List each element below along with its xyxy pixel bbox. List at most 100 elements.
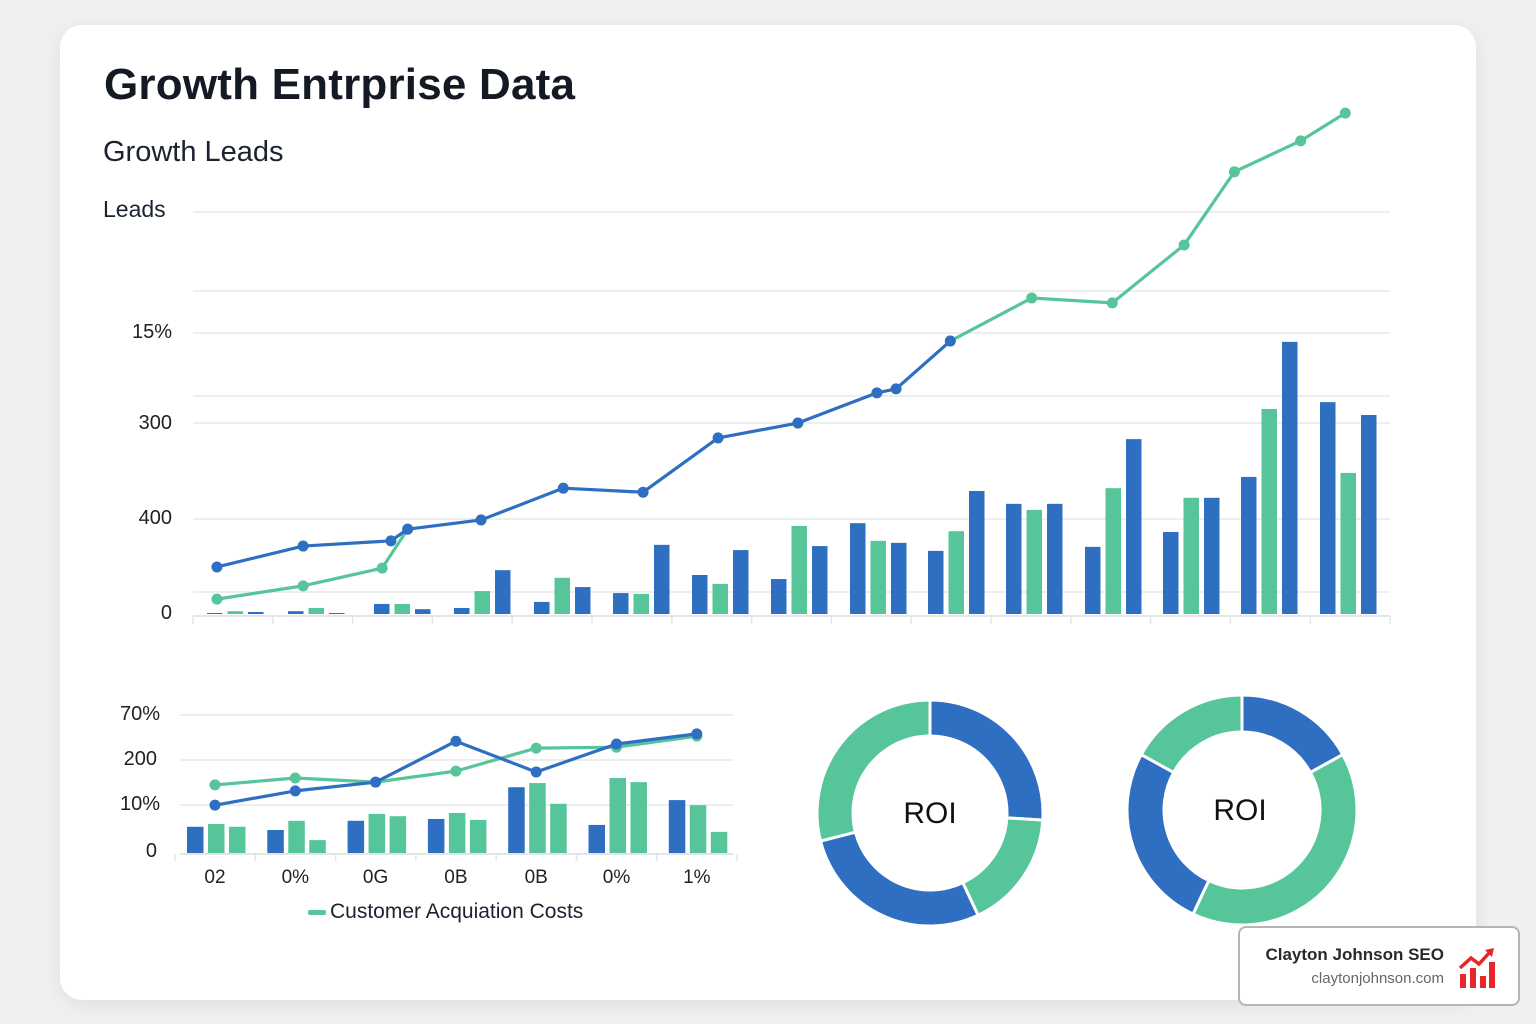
bar [227, 611, 243, 614]
bar [1085, 546, 1101, 614]
x-tick-label: 0% [602, 867, 631, 888]
bar [928, 550, 944, 614]
bar [415, 609, 431, 614]
bar [288, 820, 305, 853]
bar [609, 778, 626, 853]
green-point [450, 765, 462, 777]
blue-point [289, 785, 301, 797]
bar [1105, 488, 1121, 614]
bar [267, 830, 284, 853]
bar [1126, 439, 1142, 614]
bar [248, 611, 264, 614]
bar [948, 531, 964, 614]
bar [1241, 476, 1257, 614]
y-tick: 10% [119, 793, 160, 815]
brand-name: Clayton Johnson SEO [1265, 945, 1444, 964]
y-tick: 70% [119, 703, 160, 725]
green-point [1228, 166, 1240, 178]
y-tick: 300 [138, 412, 172, 434]
y-axis-label: Leads [103, 196, 166, 222]
bar [668, 800, 686, 853]
bar [229, 826, 246, 853]
blue-point [209, 799, 221, 811]
legend-label: Customer Acquiation Costs [330, 900, 584, 923]
legend: Customer Acquiation Costs [308, 900, 583, 924]
bar [1361, 415, 1377, 614]
bar [1006, 503, 1022, 614]
green-point [297, 580, 309, 592]
blue-point [385, 535, 397, 547]
bar [495, 570, 511, 614]
bar [1282, 341, 1298, 614]
donut-slice [1125, 752, 1211, 917]
bar [588, 824, 605, 853]
section-title: Growth Leads [103, 136, 284, 168]
bar [208, 824, 225, 853]
bar [1340, 472, 1356, 614]
blue-point [557, 482, 569, 494]
bar [633, 593, 649, 614]
bar [850, 523, 866, 614]
bar [309, 840, 326, 853]
legend-swatch [308, 909, 326, 915]
green-point [289, 772, 301, 784]
bar [870, 540, 886, 614]
bar [613, 593, 629, 614]
donut-slice [1191, 752, 1359, 927]
green-point [211, 593, 223, 605]
x-tick-label: 0B [444, 867, 468, 888]
blue-point [637, 486, 649, 498]
x-tick-label: 0G [362, 867, 389, 888]
blue-point [691, 728, 703, 740]
green-point [209, 779, 221, 791]
bar [368, 813, 386, 853]
bar [891, 542, 907, 614]
brand-badge[interactable]: Clayton Johnson SEO claytonjohnson.com [1238, 926, 1520, 1006]
bar [288, 611, 304, 614]
green-point [1295, 135, 1307, 147]
bar [712, 583, 728, 614]
bar [969, 490, 985, 614]
blue-point [944, 335, 956, 347]
green-point [1106, 297, 1118, 309]
bar [771, 579, 787, 614]
bar [692, 575, 708, 614]
bar [207, 613, 223, 614]
green-point [1339, 107, 1351, 119]
bar [427, 818, 445, 853]
x-tick-label: 0B [524, 867, 548, 888]
bar [733, 550, 749, 614]
green-line [949, 111, 1347, 343]
x-tick-label: 0% [281, 867, 310, 888]
blue-point [890, 383, 902, 395]
blue-point [211, 561, 223, 573]
blue-point [475, 514, 487, 526]
y-tick: 0 [145, 840, 157, 862]
green-point [1026, 292, 1038, 304]
bar [575, 587, 591, 614]
brand-url: claytonjohnson.com [1311, 970, 1444, 987]
y-tick: 400 [138, 507, 172, 529]
blue-point [712, 432, 724, 444]
bar [469, 819, 487, 853]
green-line [216, 528, 410, 601]
blue-point [402, 523, 414, 535]
bar [710, 831, 728, 853]
bar [374, 603, 390, 614]
bar [454, 607, 470, 614]
bar [187, 826, 204, 853]
bar [550, 803, 567, 853]
x-tick-label: 02 [204, 867, 226, 888]
chart-up-icon [1458, 948, 1495, 988]
y-tick: 200 [123, 748, 157, 770]
bar [534, 601, 550, 614]
bar [347, 820, 365, 853]
bar [448, 812, 466, 853]
blue-line [216, 339, 952, 569]
blue-point [530, 766, 542, 778]
bar [1047, 503, 1063, 614]
donut-slice [1139, 693, 1244, 775]
blue-point [450, 735, 462, 747]
bar [474, 591, 490, 614]
